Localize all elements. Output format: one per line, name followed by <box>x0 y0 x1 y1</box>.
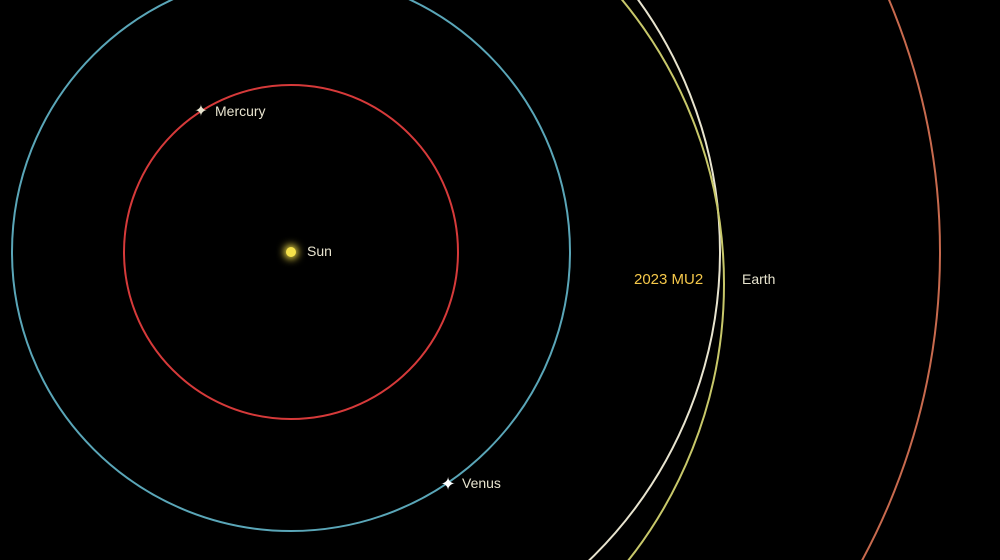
mercury-marker: ✦ <box>194 104 207 120</box>
sun-label: Sun <box>307 243 332 259</box>
orbit-diagram: Sun ✦ Mercury ✦ Venus 2023 MU2 Earth <box>0 0 1000 560</box>
asteroid-2023mu2-label: 2023 MU2 <box>634 271 703 288</box>
sun-marker <box>286 247 296 257</box>
venus-marker: ✦ <box>440 475 455 493</box>
venus-label: Venus <box>462 475 501 491</box>
earth-label: Earth <box>742 271 775 287</box>
mercury-label: Mercury <box>215 103 266 119</box>
